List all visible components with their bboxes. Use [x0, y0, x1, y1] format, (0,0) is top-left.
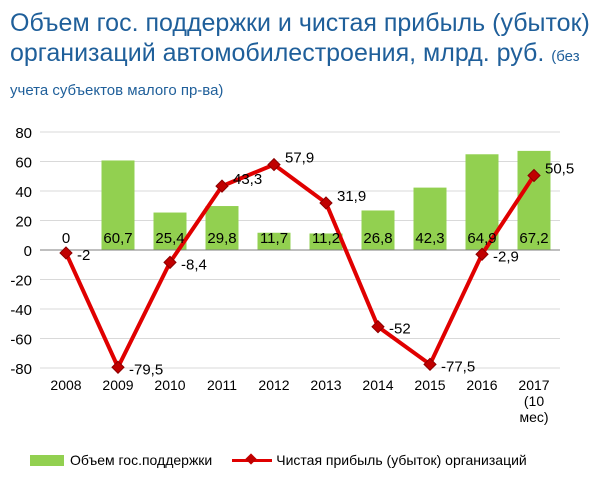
line-data-label: 50,5 [545, 161, 574, 178]
bar-data-label: 0 [62, 230, 70, 247]
bar-data-label: 11,2 [312, 230, 340, 247]
y-tick-label: 60 [15, 155, 32, 172]
y-tick-label: -80 [10, 361, 32, 378]
x-tick-label: 2011 [207, 377, 237, 393]
y-tick-label: -20 [10, 273, 32, 290]
bar [361, 210, 395, 250]
profit-marker [423, 357, 437, 372]
x-tick-label: 2017 (10 мес) [518, 377, 549, 425]
bar-data-label: 11,7 [260, 230, 288, 247]
y-tick-label: 0 [24, 243, 32, 260]
chart-legend: Объем гос.поддержки Чистая прибыль (убыт… [30, 448, 547, 472]
profit-marker [59, 246, 73, 260]
line-data-label: 57,9 [285, 150, 314, 167]
profit-marker [267, 157, 281, 172]
line-data-label: -8,4 [181, 256, 207, 273]
bar [257, 232, 291, 250]
bar [413, 187, 447, 250]
x-tick-label: 2009 [102, 377, 133, 393]
legend-swatch-bar [30, 454, 64, 466]
bar-data-label: 29,8 [207, 230, 236, 247]
line-data-label: -79,5 [129, 361, 163, 378]
bar-data-label: 42,3 [415, 230, 444, 247]
x-tick-label: 2014 [362, 377, 393, 393]
legend-label-profit: Чистая прибыль (убыток) организаций [276, 452, 527, 468]
bar-data-label: 25,4 [155, 230, 184, 247]
legend-item-profit: Чистая прибыль (убыток) организаций [232, 452, 527, 468]
x-tick-label: 2016 [466, 377, 497, 393]
legend-item-support: Объем гос.поддержки [30, 452, 212, 468]
chart-subtitle: (без учета субъектов малого пр-ва) [10, 48, 580, 99]
line-data-label: -52 [389, 321, 411, 338]
x-tick-label: 2015 [414, 377, 445, 393]
profit-marker [319, 196, 333, 210]
x-tick-label: 2013 [310, 377, 341, 393]
bar-data-label: 64,9 [467, 230, 496, 247]
profit-marker [215, 179, 229, 193]
y-tick-label: -40 [10, 302, 32, 319]
profit-marker [475, 247, 489, 261]
y-tick-label: 80 [15, 125, 32, 142]
chart-title-text: Объем гос. поддержки и чистая прибыль (у… [10, 9, 590, 67]
line-data-label: 31,9 [337, 188, 366, 205]
x-tick-label: 2010 [154, 377, 185, 393]
bar [101, 160, 135, 250]
profit-marker [163, 255, 177, 270]
bar-data-label: 26,8 [363, 230, 392, 247]
line-data-label: -2 [77, 247, 90, 264]
legend-swatch-line [232, 453, 273, 467]
line-data-label: 43,3 [233, 171, 262, 188]
x-tick-label: 2008 [50, 377, 81, 393]
bar [205, 206, 239, 250]
y-tick-label: 20 [15, 214, 32, 231]
profit-line [64, 162, 536, 370]
bar [309, 233, 343, 250]
x-tick-label: 2012 [258, 377, 289, 393]
bar-data-label: 67,2 [519, 230, 548, 247]
profit-marker [527, 168, 541, 183]
bar [517, 150, 551, 250]
profit-marker [111, 360, 125, 374]
chart-title: Объем гос. поддержки и чистая прибыль (у… [10, 8, 600, 106]
legend-label-support: Объем гос.поддержки [70, 452, 213, 468]
y-tick-label: 40 [15, 184, 32, 201]
y-tick-label: -60 [10, 332, 32, 349]
profit-marker [371, 319, 385, 334]
line-data-label: -2,9 [493, 248, 519, 265]
bar-data-label: 60,7 [103, 230, 132, 247]
line-data-label: -77,5 [441, 358, 475, 375]
